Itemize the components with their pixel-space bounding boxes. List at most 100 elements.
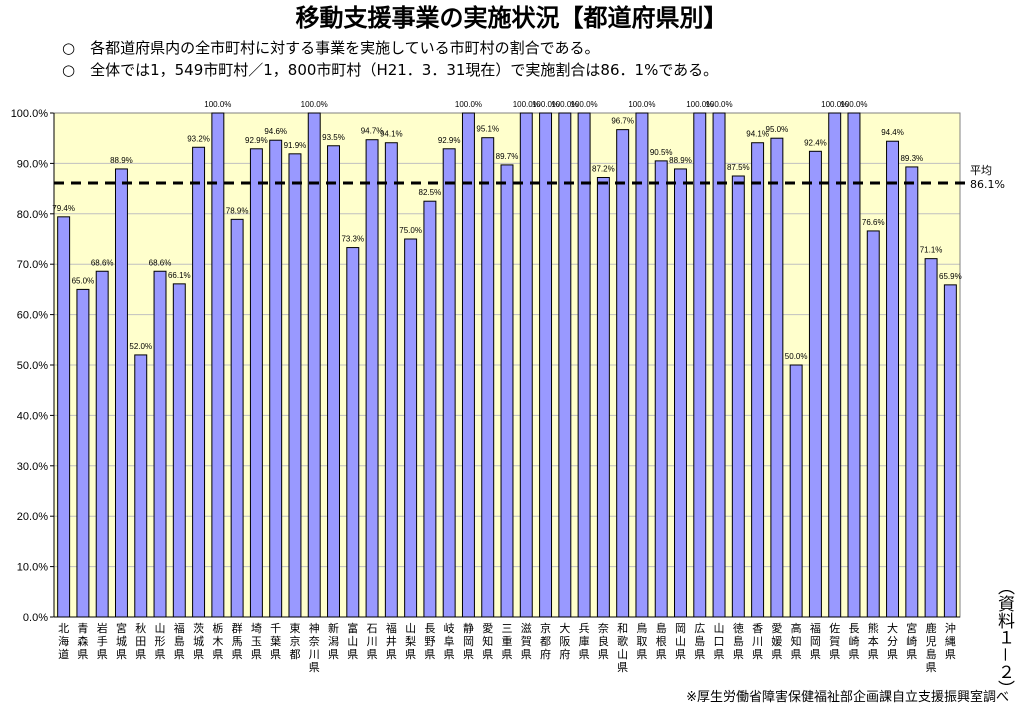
bar	[288, 153, 302, 618]
x-tick-label-char: 群	[232, 621, 243, 635]
x-tick-label-char: 石	[367, 622, 378, 635]
x-tick-label-char: 大	[887, 621, 898, 635]
x-tick-label-char: 県	[752, 648, 763, 661]
x-tick-label-char: 岡	[463, 635, 474, 648]
bar	[905, 166, 919, 618]
x-tick-label-char: 県	[193, 648, 204, 661]
data-label: 100.0%	[301, 100, 328, 109]
bar	[404, 238, 418, 618]
x-tick-label-char: 口	[714, 635, 725, 648]
x-tick-label-char: 県	[868, 648, 879, 661]
x-tick-label-char: 島	[174, 634, 185, 648]
bar	[539, 112, 553, 618]
x-tick-label-char: 媛	[771, 634, 782, 648]
bar	[596, 177, 610, 618]
bar	[57, 216, 71, 618]
x-tick-label-char: 葉	[270, 634, 281, 648]
x-tick-label-char: 県	[521, 648, 532, 661]
bar	[153, 270, 167, 618]
x-tick-label-char: 島	[694, 634, 705, 648]
x-tick-label-char: 熊	[868, 621, 879, 635]
x-tick-label-char: 賀	[521, 635, 532, 648]
x-tick-label-char: 知	[482, 634, 493, 648]
x-tick-label-char: 県	[444, 648, 455, 661]
x-tick-label-char: 梨	[405, 634, 416, 648]
x-tick-label-char: 愛	[771, 622, 782, 635]
x-tick-label-char: 福	[174, 621, 185, 635]
x-tick-label-char: 県	[829, 648, 840, 661]
x-tick-label-char: 京	[540, 621, 551, 635]
data-label: 96.7%	[611, 117, 634, 126]
bar	[693, 112, 707, 618]
x-tick-label-char: 茨	[193, 621, 204, 635]
bar	[172, 283, 186, 618]
x-tick-label-char: 県	[906, 648, 917, 661]
note-line-2: ○ 全体では1，549市町村／1，800市町村（H21．3．31現在）で実施割合…	[62, 61, 719, 79]
x-tick-label-char: 岩	[97, 621, 108, 635]
x-tick-label-char: 田	[135, 635, 146, 648]
y-tick-label: 30.0%	[17, 461, 48, 473]
x-tick-label-char: 県	[579, 648, 590, 661]
data-label: 94.4%	[881, 128, 904, 137]
bar	[307, 112, 321, 618]
data-label: 87.5%	[727, 163, 750, 172]
bar	[269, 139, 283, 618]
x-tick-label-char: 阜	[444, 635, 455, 648]
x-tick-label-char: 静	[463, 621, 474, 635]
data-label: 65.9%	[939, 272, 962, 281]
x-tick-label-char: 山	[617, 648, 628, 661]
x-tick-label-char: 潟	[328, 635, 339, 648]
x-tick-label-char: 県	[270, 648, 281, 661]
x-tick-label-char: 福	[810, 621, 821, 635]
x-tick-label-char: 手	[97, 634, 108, 648]
x-tick-label-char: 城	[116, 635, 127, 648]
x-tick-label-char: 都	[289, 648, 300, 661]
bar	[674, 168, 687, 618]
note-line-1: ○ 各都道府県内の全市町村に対する事業を実施している市町村の割合である。	[62, 39, 600, 57]
x-tick-label-char: 奈	[598, 621, 609, 635]
data-label: 50.0%	[785, 352, 808, 361]
bar	[365, 139, 379, 618]
y-tick-label: 100.0%	[11, 108, 49, 120]
x-tick-label-char: 長	[424, 622, 435, 635]
data-label: 66.1%	[168, 271, 191, 280]
y-tick-label: 80.0%	[17, 209, 48, 221]
data-label: 90.5%	[650, 148, 673, 157]
x-tick-label-char: 徳	[733, 622, 744, 635]
data-label: 100.0%	[821, 100, 848, 109]
data-label: 68.6%	[91, 258, 114, 267]
x-tick-label-char: 県	[77, 648, 88, 661]
x-tick-label-char: 城	[193, 635, 204, 648]
x-tick-label-char: 県	[791, 648, 802, 661]
x-tick-label-char: 県	[656, 648, 667, 661]
bar	[519, 112, 533, 618]
data-label: 100.0%	[204, 100, 231, 109]
x-tick-label-char: 神	[309, 621, 320, 635]
bar	[134, 354, 148, 618]
x-tick-label-char: 森	[77, 634, 88, 648]
x-tick-label-char: 川	[309, 648, 320, 661]
x-tick-label-char: 山	[675, 635, 686, 648]
data-label: 76.6%	[862, 218, 885, 227]
data-label: 93.5%	[322, 133, 345, 142]
data-label: 100.0%	[705, 100, 732, 109]
bar	[500, 164, 514, 618]
x-tick-label-char: 愛	[482, 622, 493, 635]
x-tick-label-char: 県	[309, 661, 320, 674]
bar	[192, 146, 206, 618]
data-label: 92.4%	[804, 138, 827, 147]
bar	[230, 218, 244, 618]
average-label: 平均	[970, 164, 992, 177]
y-tick-label: 0.0%	[23, 612, 48, 624]
x-tick-label-char: 新	[328, 621, 339, 635]
x-tick-label-char: 県	[848, 648, 859, 661]
x-tick-label-char: 木	[212, 635, 223, 648]
x-tick-label-char: 取	[636, 635, 647, 648]
bar	[886, 140, 900, 618]
x-tick-label-char: 埼	[251, 621, 262, 635]
x-tick-label-char: 玉	[251, 635, 262, 648]
x-tick-label-char: 歌	[617, 634, 628, 648]
x-tick-label-char: 県	[174, 648, 185, 661]
data-label: 100.0%	[513, 100, 540, 109]
bar	[808, 150, 822, 618]
